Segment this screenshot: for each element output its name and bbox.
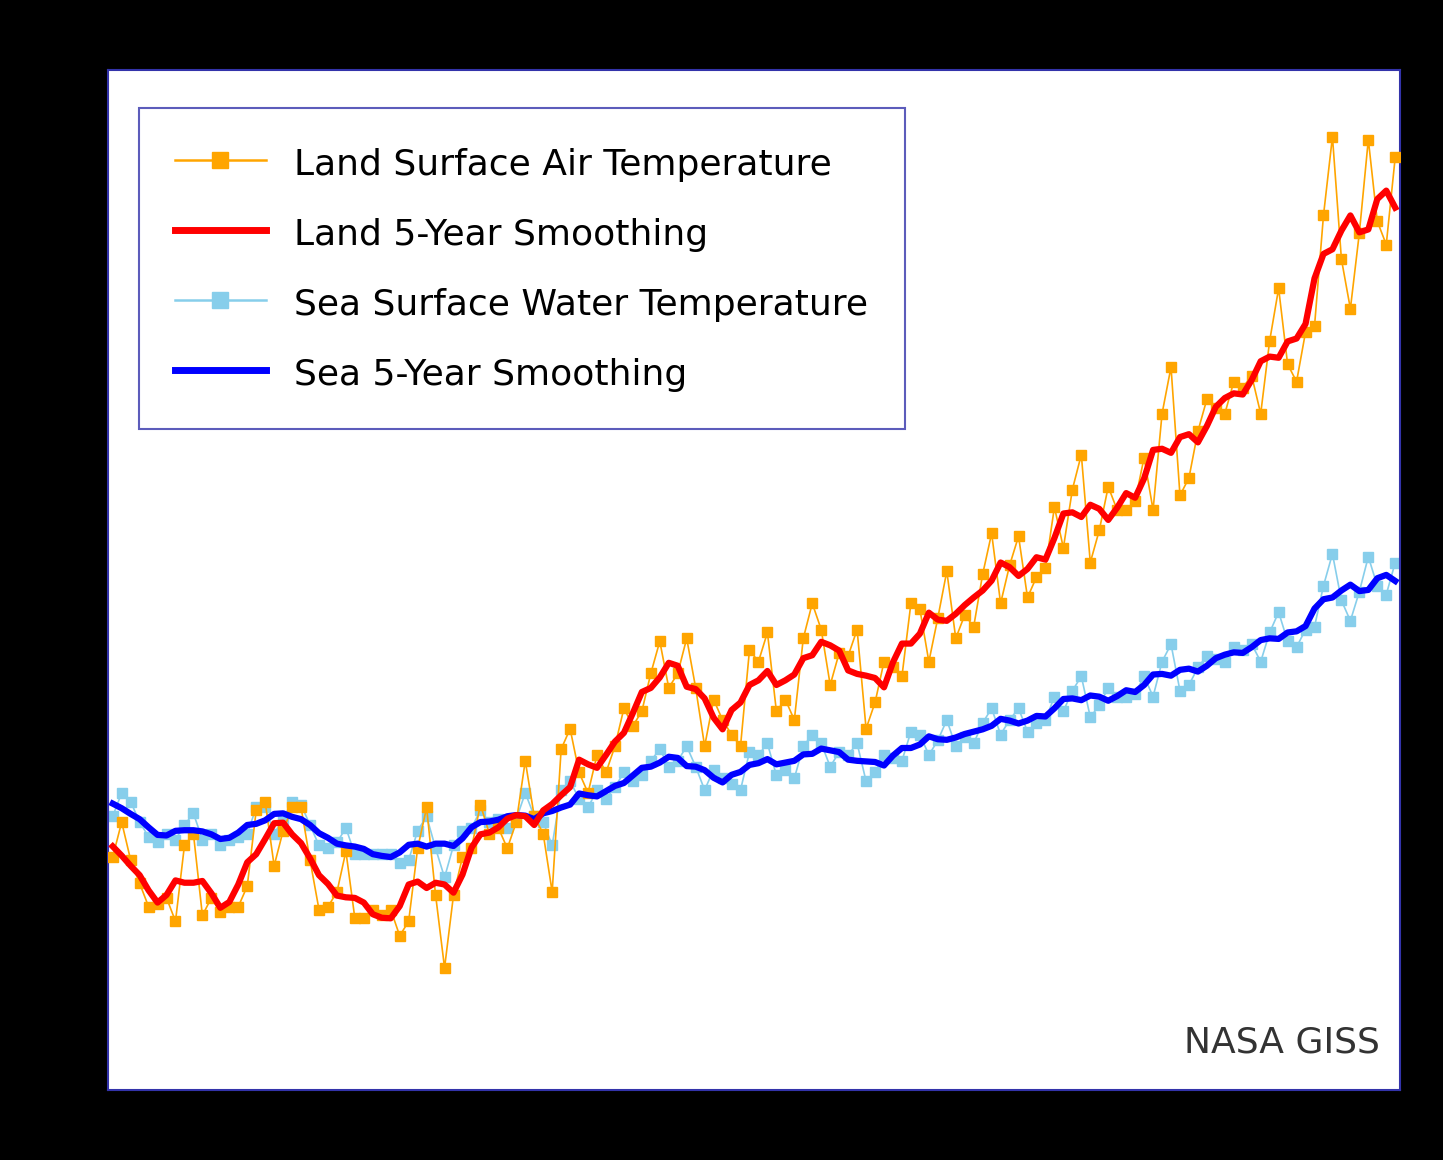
Land 5-Year Smoothing bbox=[1387, 201, 1404, 215]
Sea 5-Year Smoothing bbox=[382, 850, 400, 864]
Land Surface Air Temperature bbox=[1387, 150, 1404, 164]
Land 5-Year Smoothing bbox=[193, 873, 211, 887]
Land 5-Year Smoothing bbox=[382, 912, 400, 926]
Land Surface Air Temperature bbox=[104, 850, 121, 864]
Line: Land Surface Air Temperature: Land Surface Air Temperature bbox=[108, 132, 1400, 973]
Land Surface Air Temperature bbox=[436, 960, 453, 974]
Sea 5-Year Smoothing bbox=[508, 809, 525, 822]
Sea Surface Water Temperature bbox=[1027, 716, 1045, 730]
Text: NASA GISS: NASA GISS bbox=[1185, 1025, 1381, 1060]
Land 5-Year Smoothing bbox=[508, 809, 525, 822]
Land 5-Year Smoothing bbox=[1163, 445, 1180, 459]
Land Surface Air Temperature bbox=[193, 908, 211, 922]
Line: Land 5-Year Smoothing: Land 5-Year Smoothing bbox=[113, 190, 1395, 919]
Land Surface Air Temperature bbox=[1323, 130, 1341, 144]
Sea Surface Water Temperature bbox=[1323, 546, 1341, 560]
Land 5-Year Smoothing bbox=[293, 836, 310, 850]
Sea 5-Year Smoothing bbox=[1144, 667, 1162, 681]
Land 5-Year Smoothing bbox=[1378, 183, 1395, 197]
Land 5-Year Smoothing bbox=[1027, 550, 1045, 564]
Land Surface Air Temperature bbox=[1163, 360, 1180, 374]
Sea Surface Water Temperature bbox=[1387, 556, 1404, 570]
Sea 5-Year Smoothing bbox=[1378, 568, 1395, 582]
Sea Surface Water Temperature bbox=[193, 833, 211, 847]
Sea 5-Year Smoothing bbox=[293, 812, 310, 826]
Land Surface Air Temperature bbox=[508, 815, 525, 829]
Sea Surface Water Temperature bbox=[436, 870, 453, 884]
Land Surface Air Temperature bbox=[293, 800, 310, 814]
Sea 5-Year Smoothing bbox=[1027, 709, 1045, 723]
Land 5-Year Smoothing bbox=[1144, 443, 1162, 457]
Legend: Land Surface Air Temperature, Land 5-Year Smoothing, Sea Surface Water Temperatu: Land Surface Air Temperature, Land 5-Yea… bbox=[139, 108, 905, 428]
Sea 5-Year Smoothing bbox=[104, 797, 121, 811]
Sea 5-Year Smoothing bbox=[193, 825, 211, 839]
Sea Surface Water Temperature bbox=[1163, 637, 1180, 651]
Sea 5-Year Smoothing bbox=[1387, 574, 1404, 588]
Sea Surface Water Temperature bbox=[508, 812, 525, 826]
Land Surface Air Temperature bbox=[1027, 570, 1045, 583]
Sea 5-Year Smoothing bbox=[1163, 668, 1180, 682]
Land Surface Air Temperature bbox=[1144, 503, 1162, 517]
Sea Surface Water Temperature bbox=[1144, 690, 1162, 704]
Sea Surface Water Temperature bbox=[293, 798, 310, 812]
Line: Sea Surface Water Temperature: Sea Surface Water Temperature bbox=[108, 549, 1400, 883]
Line: Sea 5-Year Smoothing: Sea 5-Year Smoothing bbox=[113, 575, 1395, 857]
Land 5-Year Smoothing bbox=[104, 840, 121, 854]
Sea Surface Water Temperature bbox=[104, 810, 121, 824]
